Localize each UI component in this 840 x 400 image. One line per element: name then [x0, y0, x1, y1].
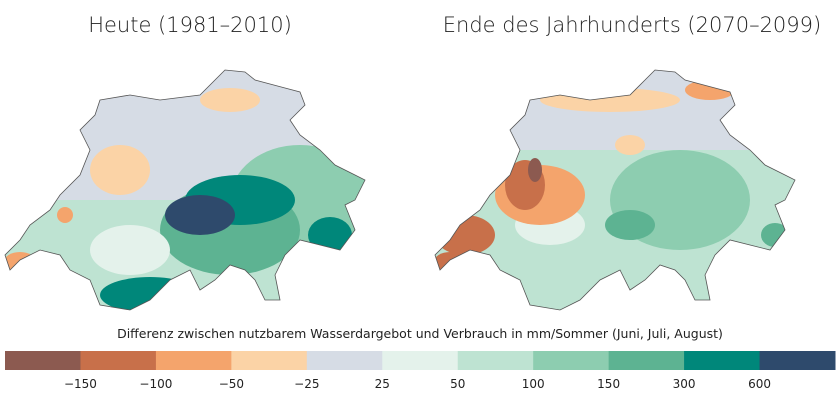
legend-title: Differenz zwischen nutzbarem Wasserdarge…	[117, 326, 723, 341]
legend-tick-label: −50	[219, 377, 244, 391]
map-title: Heute (1981–2010)	[88, 13, 292, 37]
region	[90, 225, 170, 275]
legend-swatch	[80, 351, 157, 370]
legend-tick-label: −150	[64, 377, 97, 391]
region	[435, 252, 466, 272]
legend-tick-label: −25	[294, 377, 319, 391]
legend-tick-label: 25	[375, 377, 390, 391]
legend-tick-label: 150	[597, 377, 620, 391]
region	[615, 135, 645, 155]
legend-swatch	[231, 351, 308, 370]
map	[4, 69, 366, 311]
region	[540, 88, 680, 112]
legend-swatch	[457, 351, 534, 370]
legend-swatch	[608, 351, 685, 370]
region	[5, 252, 36, 272]
region	[57, 207, 73, 223]
legend-tick-label: 50	[450, 377, 465, 391]
legend-swatch	[533, 351, 610, 370]
legend-swatch	[759, 351, 836, 370]
region	[685, 80, 735, 100]
legend-swatch	[306, 351, 383, 370]
legend-swatch	[5, 351, 81, 370]
legend-tick-label: 300	[673, 377, 696, 391]
legend-tick-label: 600	[748, 377, 771, 391]
map-title: Ende des Jahrhunderts (2070–2099)	[443, 13, 821, 37]
legend-swatch	[155, 351, 232, 370]
region	[90, 145, 150, 195]
legend-swatch	[382, 351, 459, 370]
legend-tick-label: 100	[522, 377, 545, 391]
region	[605, 210, 655, 240]
map	[434, 69, 796, 311]
region	[165, 195, 235, 235]
legend: −150 −100 −50 −25 25 50 100 150 300 600	[5, 351, 836, 391]
region	[308, 217, 352, 253]
legend-swatch	[684, 351, 761, 370]
region	[528, 158, 542, 182]
region	[200, 88, 260, 112]
legend-tick-label: −100	[139, 377, 172, 391]
